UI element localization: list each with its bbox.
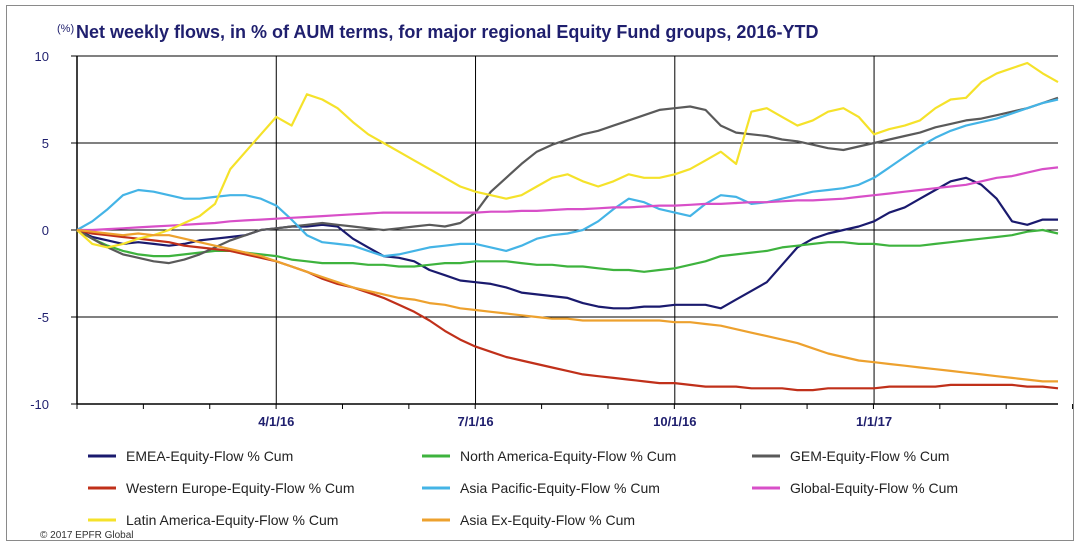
legend-label-4: Asia Pacific-Equity-Flow % Cum: [460, 480, 660, 496]
series-line-3: [76, 228, 1059, 392]
series-group: [76, 61, 1059, 392]
series-line-2: [76, 96, 1059, 265]
series-line-4: [76, 98, 1059, 258]
x-tick-label: 10/1/16: [653, 414, 696, 429]
axes: 10 5 0 -5 -10 4/1/16 7/1/16 10/1/16 1/1/17: [30, 49, 1074, 429]
y-tick-label: 5: [42, 136, 49, 151]
legend: EMEA-Equity-Flow % Cum North America-Equi…: [88, 448, 958, 528]
y-tick-label: 10: [35, 49, 49, 64]
x-tick-label: 4/1/16: [258, 414, 294, 429]
legend-label-0: EMEA-Equity-Flow % Cum: [126, 448, 293, 464]
series-line-6: [76, 61, 1059, 249]
series-line-7: [76, 228, 1058, 383]
chart-frame: [6, 5, 1074, 541]
legend-label-6: Latin America-Equity-Flow % Cum: [126, 512, 338, 528]
grid: [77, 55, 1058, 405]
series-line-5: [77, 166, 1059, 232]
legend-label-1: North America-Equity-Flow % Cum: [460, 448, 676, 464]
x-tick-label: 7/1/16: [457, 414, 493, 429]
legend-label-7: Asia Ex-Equity-Flow % Cum: [460, 512, 635, 528]
chart-title-unit: (%): [57, 23, 74, 35]
legend-label-2: GEM-Equity-Flow % Cum: [790, 448, 949, 464]
legend-label-3: Western Europe-Equity-Flow % Cum: [126, 480, 354, 496]
copyright-text: © 2017 EPFR Global: [40, 530, 134, 541]
x-tick-label: 1/1/17: [856, 414, 892, 429]
y-tick-label: -10: [30, 397, 49, 412]
legend-label-5: Global-Equity-Flow % Cum: [790, 480, 958, 496]
y-tick-label: -5: [37, 310, 49, 325]
chart-title: Net weekly flows, in % of AUM terms, for…: [76, 22, 818, 42]
y-tick-label: 0: [42, 223, 49, 238]
